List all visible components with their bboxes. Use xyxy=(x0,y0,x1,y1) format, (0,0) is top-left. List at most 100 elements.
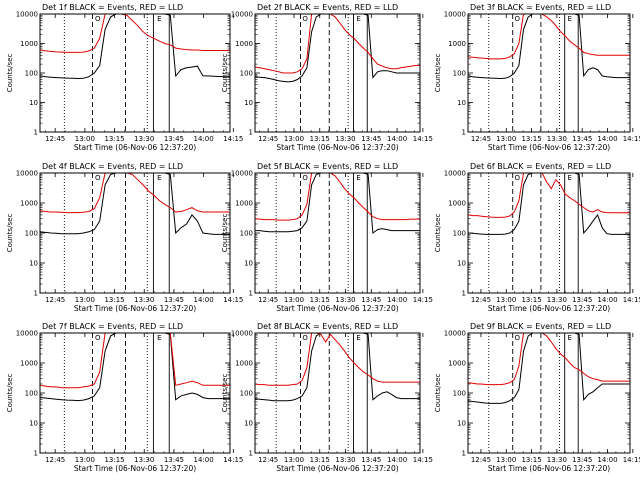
y-tick-label: 10000 xyxy=(16,11,38,19)
x-tick-label: 14:00 xyxy=(387,135,407,143)
y-tick-label: 100 xyxy=(453,390,466,398)
x-tick-label: 14:15 xyxy=(223,456,243,464)
panel-title: Det 4f BLACK = Events, RED = LLD xyxy=(42,162,183,171)
y-tick-label: 10000 xyxy=(231,11,253,19)
y-tick-label: 10000 xyxy=(444,330,466,338)
marker-label: O xyxy=(515,174,521,182)
y-tick-label: 1 xyxy=(249,290,253,298)
x-tick-label: 14:00 xyxy=(194,135,214,143)
marker-label: O xyxy=(515,15,521,23)
x-tick-label: 13:00 xyxy=(496,296,516,304)
y-tick-label: 100 xyxy=(453,230,466,238)
plot-frame xyxy=(467,172,631,294)
panel-det-7: Det 7f BLACK = Events, RED = LLD Counts/s… xyxy=(6,322,243,473)
marker-label: E xyxy=(356,15,360,23)
x-tick-label: 13:30 xyxy=(335,456,355,464)
x-tick-label: 13:45 xyxy=(361,296,381,304)
x-tick-label: 13:00 xyxy=(496,135,516,143)
y-axis-label: Counts/sec xyxy=(221,214,229,253)
x-tick-label: 13:30 xyxy=(335,296,355,304)
plot-area xyxy=(255,333,420,402)
marker-label: O xyxy=(515,334,521,342)
y-tick-label: 100 xyxy=(25,230,38,238)
x-axis-label: Start Time (06-Nov-06 12:37:20) xyxy=(74,304,196,313)
x-tick-label: 14:00 xyxy=(597,135,617,143)
marker-label: E xyxy=(157,334,161,342)
series-line-events xyxy=(255,14,420,83)
x-tick-label: 12:45 xyxy=(471,456,491,464)
y-tick-label: 100 xyxy=(240,230,253,238)
x-tick-label: 14:00 xyxy=(387,296,407,304)
marker-label: E xyxy=(568,15,572,23)
y-tick-label: 1 xyxy=(462,290,466,298)
plot-frame xyxy=(254,332,421,454)
series-line-events xyxy=(255,333,420,402)
x-tick-label: 14:15 xyxy=(413,135,433,143)
marker-label: E xyxy=(157,15,161,23)
x-tick-label: 12:45 xyxy=(258,296,278,304)
y-tick-label: 1000 xyxy=(235,40,253,48)
x-tick-label: 13:45 xyxy=(164,296,184,304)
plot-frame xyxy=(467,332,631,454)
marker-label: O xyxy=(302,15,308,23)
x-tick-label: 13:15 xyxy=(310,296,330,304)
series-line-lld xyxy=(40,333,230,389)
y-tick-label: 10000 xyxy=(444,170,466,178)
x-tick-label: 14:15 xyxy=(413,296,433,304)
x-tick-label: 14:15 xyxy=(623,135,640,143)
panel-det-4: Det 4f BLACK = Events, RED = LLD Counts/s… xyxy=(6,162,243,313)
y-tick-label: 100 xyxy=(25,70,38,78)
y-axis-label: Counts/sec xyxy=(6,54,14,93)
panel-det-2: Det 2f BLACK = Events, RED = LLD Counts/s… xyxy=(221,3,433,152)
x-axis-label: Start Time (06-Nov-06 12:37:20) xyxy=(276,464,398,473)
series-line-lld xyxy=(40,14,230,53)
plot-area xyxy=(40,173,230,235)
y-tick-label: 100 xyxy=(240,70,253,78)
plot-area xyxy=(255,14,420,83)
x-tick-label: 13:15 xyxy=(104,296,124,304)
y-tick-label: 10000 xyxy=(444,11,466,19)
x-tick-label: 14:00 xyxy=(597,296,617,304)
y-tick-label: 1 xyxy=(462,450,466,458)
panel-title: Det 8f BLACK = Events, RED = LLD xyxy=(257,322,398,331)
y-tick-label: 10 xyxy=(244,99,253,107)
x-tick-label: 13:30 xyxy=(134,135,154,143)
series-line-lld xyxy=(40,173,230,214)
x-tick-label: 13:15 xyxy=(521,456,541,464)
panel-title: Det 5f BLACK = Events, RED = LLD xyxy=(257,162,398,171)
x-tick-label: 12:45 xyxy=(45,135,65,143)
marker-label: E xyxy=(568,174,572,182)
y-axis-label: Counts/sec xyxy=(6,374,14,413)
series-line-lld xyxy=(255,14,420,74)
y-tick-label: 1 xyxy=(249,129,253,137)
x-axis-label: Start Time (06-Nov-06 12:37:20) xyxy=(488,143,610,152)
x-tick-label: 14:15 xyxy=(223,296,243,304)
plot-area xyxy=(468,333,630,404)
y-tick-label: 1000 xyxy=(20,40,38,48)
x-tick-label: 13:30 xyxy=(547,456,567,464)
panel-det-9: Det 9f BLACK = Events, RED = LLD Counts/s… xyxy=(434,322,640,473)
x-tick-label: 14:15 xyxy=(413,456,433,464)
y-tick-label: 10 xyxy=(457,260,466,268)
series-line-events xyxy=(40,14,230,80)
y-axis-label: Counts/sec xyxy=(434,374,442,413)
y-tick-label: 1000 xyxy=(448,40,466,48)
y-tick-label: 10 xyxy=(29,260,38,268)
plot-frame xyxy=(254,172,421,294)
panel-det-3: Det 3f BLACK = Events, RED = LLD Counts/s… xyxy=(434,3,640,152)
marker-label: E xyxy=(568,334,572,342)
x-tick-label: 13:00 xyxy=(75,135,95,143)
marker-label: O xyxy=(302,334,308,342)
y-axis-label: Counts/sec xyxy=(434,214,442,253)
x-tick-label: 13:45 xyxy=(572,135,592,143)
marker-label: E xyxy=(356,174,360,182)
y-axis-label: Counts/sec xyxy=(221,374,229,413)
series-line-events xyxy=(255,173,420,234)
x-tick-label: 13:15 xyxy=(521,296,541,304)
x-axis-label: Start Time (06-Nov-06 12:37:20) xyxy=(276,304,398,313)
x-tick-label: 13:30 xyxy=(335,135,355,143)
panel-title: Det 2f BLACK = Events, RED = LLD xyxy=(257,3,398,12)
y-tick-label: 1000 xyxy=(448,200,466,208)
panel-det-6: Det 6f BLACK = Events, RED = LLD Counts/s… xyxy=(434,162,640,313)
